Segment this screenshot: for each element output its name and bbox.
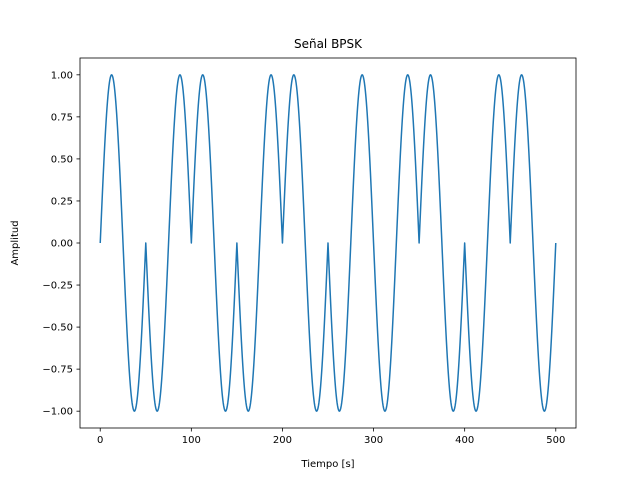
chart-title: Señal BPSK [294, 37, 363, 51]
y-axis-ticks: −1.00 −0.75 −0.50 −0.25 0.00 0.25 0.50 0.75 1.00 [42, 70, 80, 418]
x-tick-label: 100 [182, 435, 201, 446]
y-tick-label: −0.25 [42, 281, 73, 292]
x-tick-label: 200 [273, 435, 292, 446]
y-tick-label: 0.00 [51, 239, 73, 250]
x-axis-ticks: 0 100 200 300 400 500 [97, 428, 565, 446]
x-tick-label: 300 [364, 435, 383, 446]
y-axis-label: Amplitud [10, 220, 21, 265]
x-tick-label: 400 [455, 435, 474, 446]
y-tick-label: 0.50 [51, 154, 73, 165]
y-tick-label: 0.75 [51, 112, 73, 123]
y-tick-label: −1.00 [42, 407, 73, 418]
bpsk-signal-line [99, 74, 557, 412]
y-tick-label: 1.00 [51, 70, 73, 81]
y-tick-label: 0.25 [51, 196, 73, 207]
y-tick-label: −0.75 [42, 365, 73, 376]
x-tick-label: 0 [97, 435, 103, 446]
x-axis-label: Tiempo [s] [300, 459, 354, 470]
y-tick-label: −0.50 [42, 323, 73, 334]
x-tick-label: 500 [546, 435, 565, 446]
plot-area [79, 57, 577, 429]
